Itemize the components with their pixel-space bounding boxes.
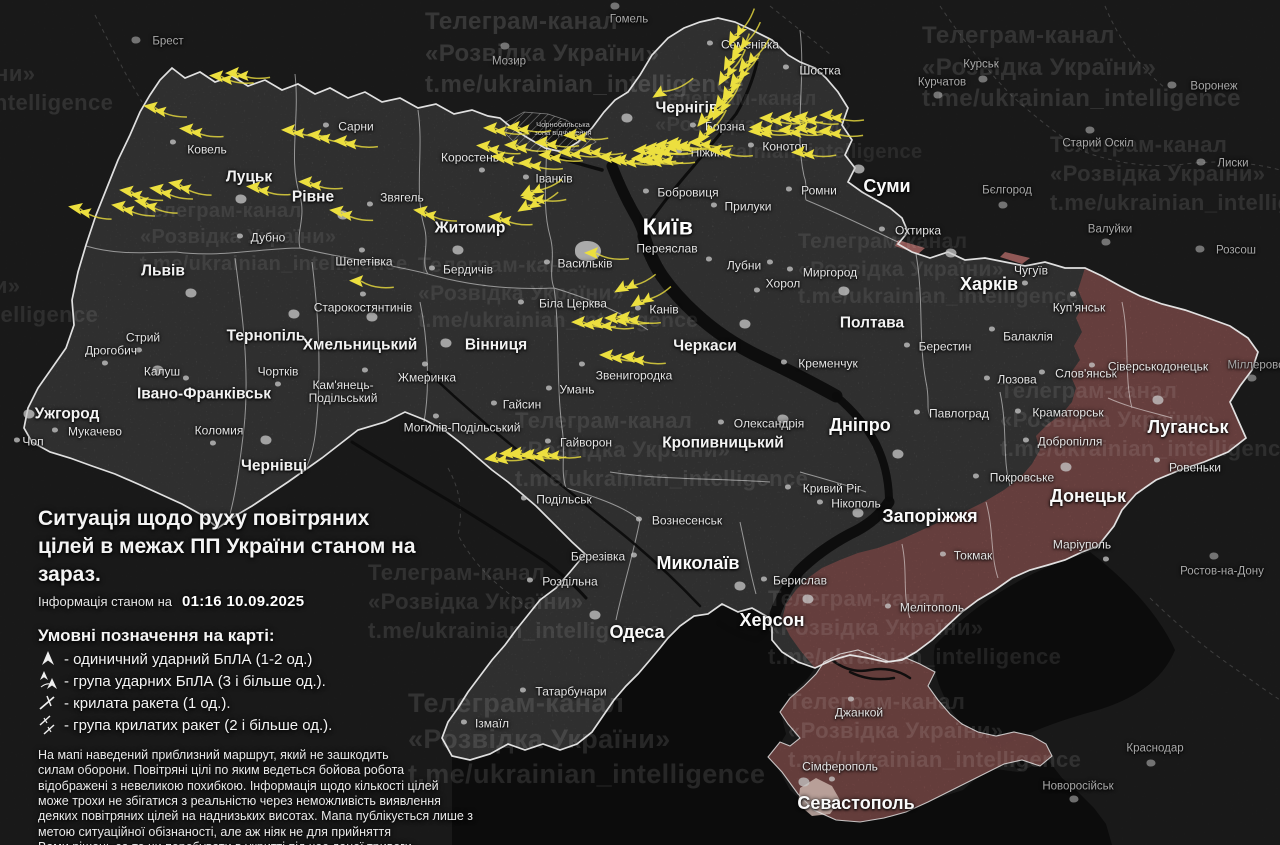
uav-group-icon [38,671,64,691]
uav-group-marker [536,446,582,461]
uav-group-marker [818,124,864,140]
uav-group-marker [563,128,609,143]
uav-group-marker [630,286,672,307]
black-sea [452,604,1112,845]
uav-group-marker [794,111,839,127]
uav-group-marker [589,317,635,332]
uav-group-marker [518,157,564,172]
uav-group-marker [538,149,584,164]
uav-group-marker [333,135,379,150]
uav-group-marker [209,70,254,86]
legend-item-label: - група ударних БпЛА (3 і більше од.). [64,672,326,690]
uav-group-marker [483,122,529,137]
uav-group-marker [134,196,178,214]
uav-group-marker [504,139,550,154]
uav-group-marker [484,451,530,465]
info-panel: Ситуація щодо руху повітряних цілей в ме… [38,505,478,845]
uav-group-marker [650,151,696,167]
uav-group-marker [697,95,731,127]
uav-group-marker [819,109,865,124]
uav-group-marker [616,311,662,326]
uav-group-marker [614,273,657,293]
uav-group-marker [723,33,751,71]
legend-items: - одиничний ударний БпЛА (1-2 од.) - груп… [38,651,478,735]
legend-item: - група ударних БпЛА (3 і більше од.). [38,671,478,691]
uav-group-marker [329,205,374,222]
legend-item-label: - одиничний ударний БпЛА (1-2 од.) [64,650,313,668]
legend-item-label: - крилата ракета (1 од.). [64,694,231,712]
legend-heading: Умовні позначення на карті: [38,625,275,645]
uav-group-marker [791,145,837,160]
uav-group-marker [718,49,747,86]
uav-group-marker [179,123,224,139]
uav-single-marker [349,275,394,289]
oblast-borders [85,29,1173,621]
uav-group-marker [149,183,193,200]
missile-group-icon [38,715,64,735]
uav-group-marker [708,144,754,159]
uav-single-icon [38,650,64,668]
uav-group-marker [298,176,343,191]
uav-group-marker [488,211,533,227]
uav-group-marker [621,351,666,366]
uav-group-marker [119,185,164,202]
uav-group-marker [759,112,805,127]
uav-group-marker [534,135,580,150]
uav-group-marker [111,200,155,217]
uav-group-marker [696,109,727,145]
legend-item: - група крилатих ракет (2 і більше од.). [38,715,478,735]
timestamp-value: 01:16 10.09.2025 [182,592,305,610]
timestamp-row: Інформація станом на 01:16 10.09.2025 [38,593,478,610]
map-title: Ситуація щодо руху повітряних цілей в ме… [38,507,416,586]
sea-of-azov [933,552,1175,748]
dnipro-river [350,60,912,681]
foreign-borders [94,5,1280,701]
uav-group-marker [246,181,291,197]
uav-group-marker [506,120,552,135]
uav-group-marker [413,205,457,222]
uav-group-marker [225,66,271,82]
uav-group-marker [143,101,187,118]
disclaimer-text: На мапі наведений приблизний маршрут, як… [38,747,474,845]
uav-group-marker [778,123,824,139]
uav-single-marker [584,247,630,261]
uav-group-marker [728,8,756,46]
sevastopol-zone [798,778,840,816]
legend-item: - крилата ракета (1 од.). [38,695,478,712]
missile-single-icon [38,694,64,712]
legend-item: - одиничний ударний БпЛА (1-2 од.) [38,651,478,668]
occupied-border-slivers [895,240,1030,264]
uav-group-marker [68,202,112,220]
uav-group-marker [281,124,327,139]
uav-group-marker [168,178,212,196]
uav-group-marker [521,190,567,205]
legend-item-label: - група крилатих ракет (2 і більше од.). [64,716,333,734]
uav-group-marker [665,136,711,152]
timestamp-label: Інформація станом на [38,593,173,609]
uav-single-marker [652,77,694,98]
uav-group-marker [712,84,741,121]
